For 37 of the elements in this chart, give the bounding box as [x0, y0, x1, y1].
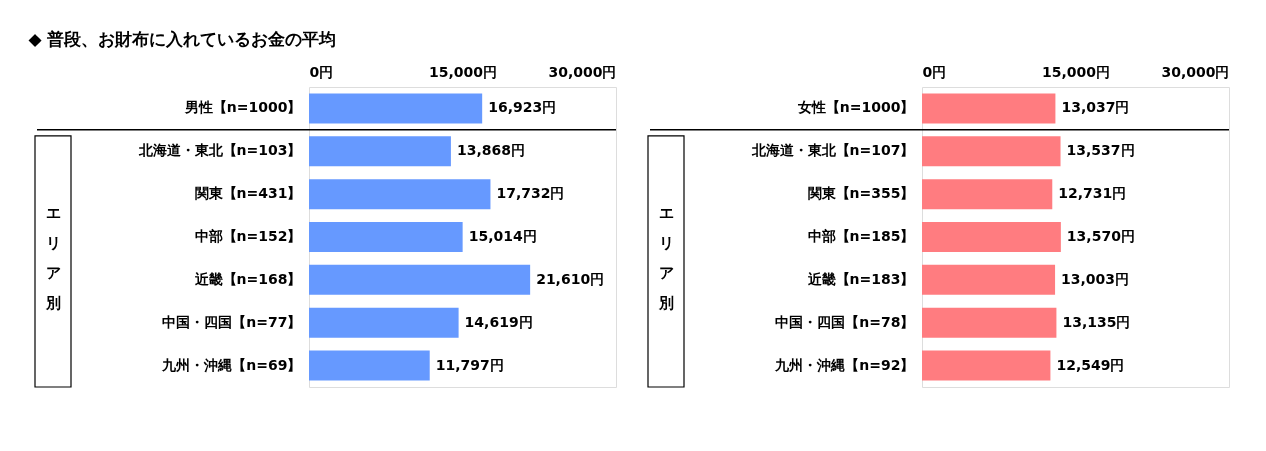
- data-label: 14,619円: [464, 313, 533, 330]
- data-label: 16,923円: [488, 99, 557, 116]
- y-tick-label: 九州・沖縄【n=92】: [774, 356, 915, 373]
- data-label: 13,868円: [456, 142, 525, 159]
- data-label: 21,610円: [536, 270, 605, 287]
- y-tick-label: 中国・四国【n=78】: [775, 313, 915, 330]
- y-tick-label: 中国・四国【n=77】: [162, 313, 302, 330]
- text: エリア別: [44, 204, 61, 313]
- data-label: 15,014円: [468, 228, 537, 244]
- y-tick-label: 近畿【n=168】: [193, 270, 302, 287]
- data-label: 12,731円: [1058, 185, 1127, 202]
- y-tick-label: 女性【n=1000】: [796, 99, 915, 116]
- data-label: 17,732円: [496, 185, 565, 202]
- data-label: 11,797円: [435, 356, 504, 373]
- y-tick-label: 九州・沖縄【n=69】: [161, 356, 302, 373]
- data-label: 13,135円: [1062, 313, 1131, 330]
- y-tick-label: 関東【n=355】: [807, 185, 915, 202]
- y-tick-label: 関東【n=431】: [194, 185, 302, 202]
- y-tick-label: 北海道・東北【n=103】: [137, 142, 302, 159]
- x-tick-label: 30,000円: [1161, 63, 1230, 80]
- y-tick-label: 中部【n=185】: [807, 228, 915, 244]
- y-tick-label: 近畿【n=183】: [806, 270, 915, 287]
- x-tick-label: 15,000円: [428, 63, 498, 80]
- x-tick-label: 30,000円: [548, 63, 617, 80]
- x-tick-label: 15,000円: [1041, 63, 1111, 80]
- data-label: 13,003円: [1061, 270, 1130, 287]
- x-tick-label: 0円: [922, 63, 947, 80]
- chart-title: ◆ 普段、お財布に入れているお金の平均: [28, 28, 337, 49]
- data-label: 13,570円: [1066, 228, 1135, 244]
- x-tick-label: 0円: [309, 63, 334, 80]
- data-label: 13,037円: [1061, 99, 1130, 116]
- y-tick-label: 中部【n=152】: [194, 228, 302, 244]
- text: エリア別: [657, 204, 674, 313]
- data-label: 13,537円: [1066, 142, 1135, 159]
- data-label: 12,549円: [1056, 356, 1125, 373]
- y-tick-label: 北海道・東北【n=107】: [750, 142, 915, 159]
- y-tick-label: 男性【n=1000】: [183, 99, 302, 116]
